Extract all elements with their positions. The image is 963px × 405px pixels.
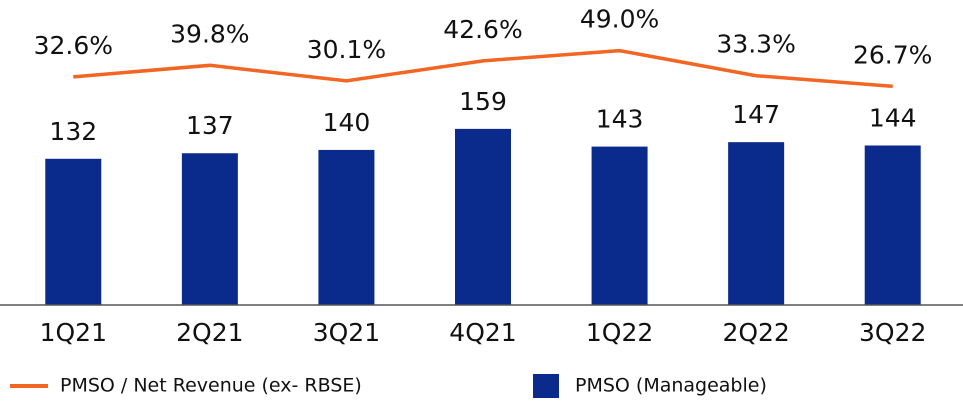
bar	[318, 149, 375, 305]
bar-value-label: 143	[596, 105, 644, 134]
bar-value-label: 144	[869, 103, 917, 132]
bar	[455, 128, 511, 305]
line	[73, 48, 893, 89]
bar-value-label: 132	[49, 117, 97, 146]
line-value-label: 42.6%	[443, 15, 522, 44]
line-value-label: 26.7%	[853, 40, 932, 69]
bar	[181, 153, 238, 305]
line-value-label: 33.3%	[716, 30, 795, 59]
x-tick-label: 3Q21	[313, 318, 380, 347]
bar	[591, 146, 648, 305]
legend-swatch	[533, 374, 559, 398]
x-tick-label: 2Q22	[722, 318, 789, 347]
x-tick-label: 1Q22	[586, 318, 653, 347]
bar-value-label: 147	[732, 100, 780, 129]
bar-value-label: 137	[186, 111, 234, 140]
line-value-label: 39.8%	[170, 19, 249, 48]
bar	[45, 158, 102, 305]
line-value-label: 30.1%	[307, 35, 386, 64]
bar-value-label: 159	[459, 87, 507, 116]
bar-value-label: 140	[323, 108, 371, 137]
line-value-label: 49.0%	[580, 5, 659, 34]
x-tick-label: 2Q21	[176, 318, 243, 347]
x-tick-label: 4Q21	[449, 318, 516, 347]
legend-label: PMSO / Net Revenue (ex- RBSE)	[60, 375, 362, 397]
bar	[864, 145, 921, 305]
x-tick-label: 1Q21	[40, 318, 107, 347]
x-tick-label: 3Q22	[859, 318, 926, 347]
bar	[728, 142, 785, 305]
line-value-label: 32.6%	[34, 31, 113, 60]
legend-label: PMSO (Manageable)	[575, 375, 767, 397]
